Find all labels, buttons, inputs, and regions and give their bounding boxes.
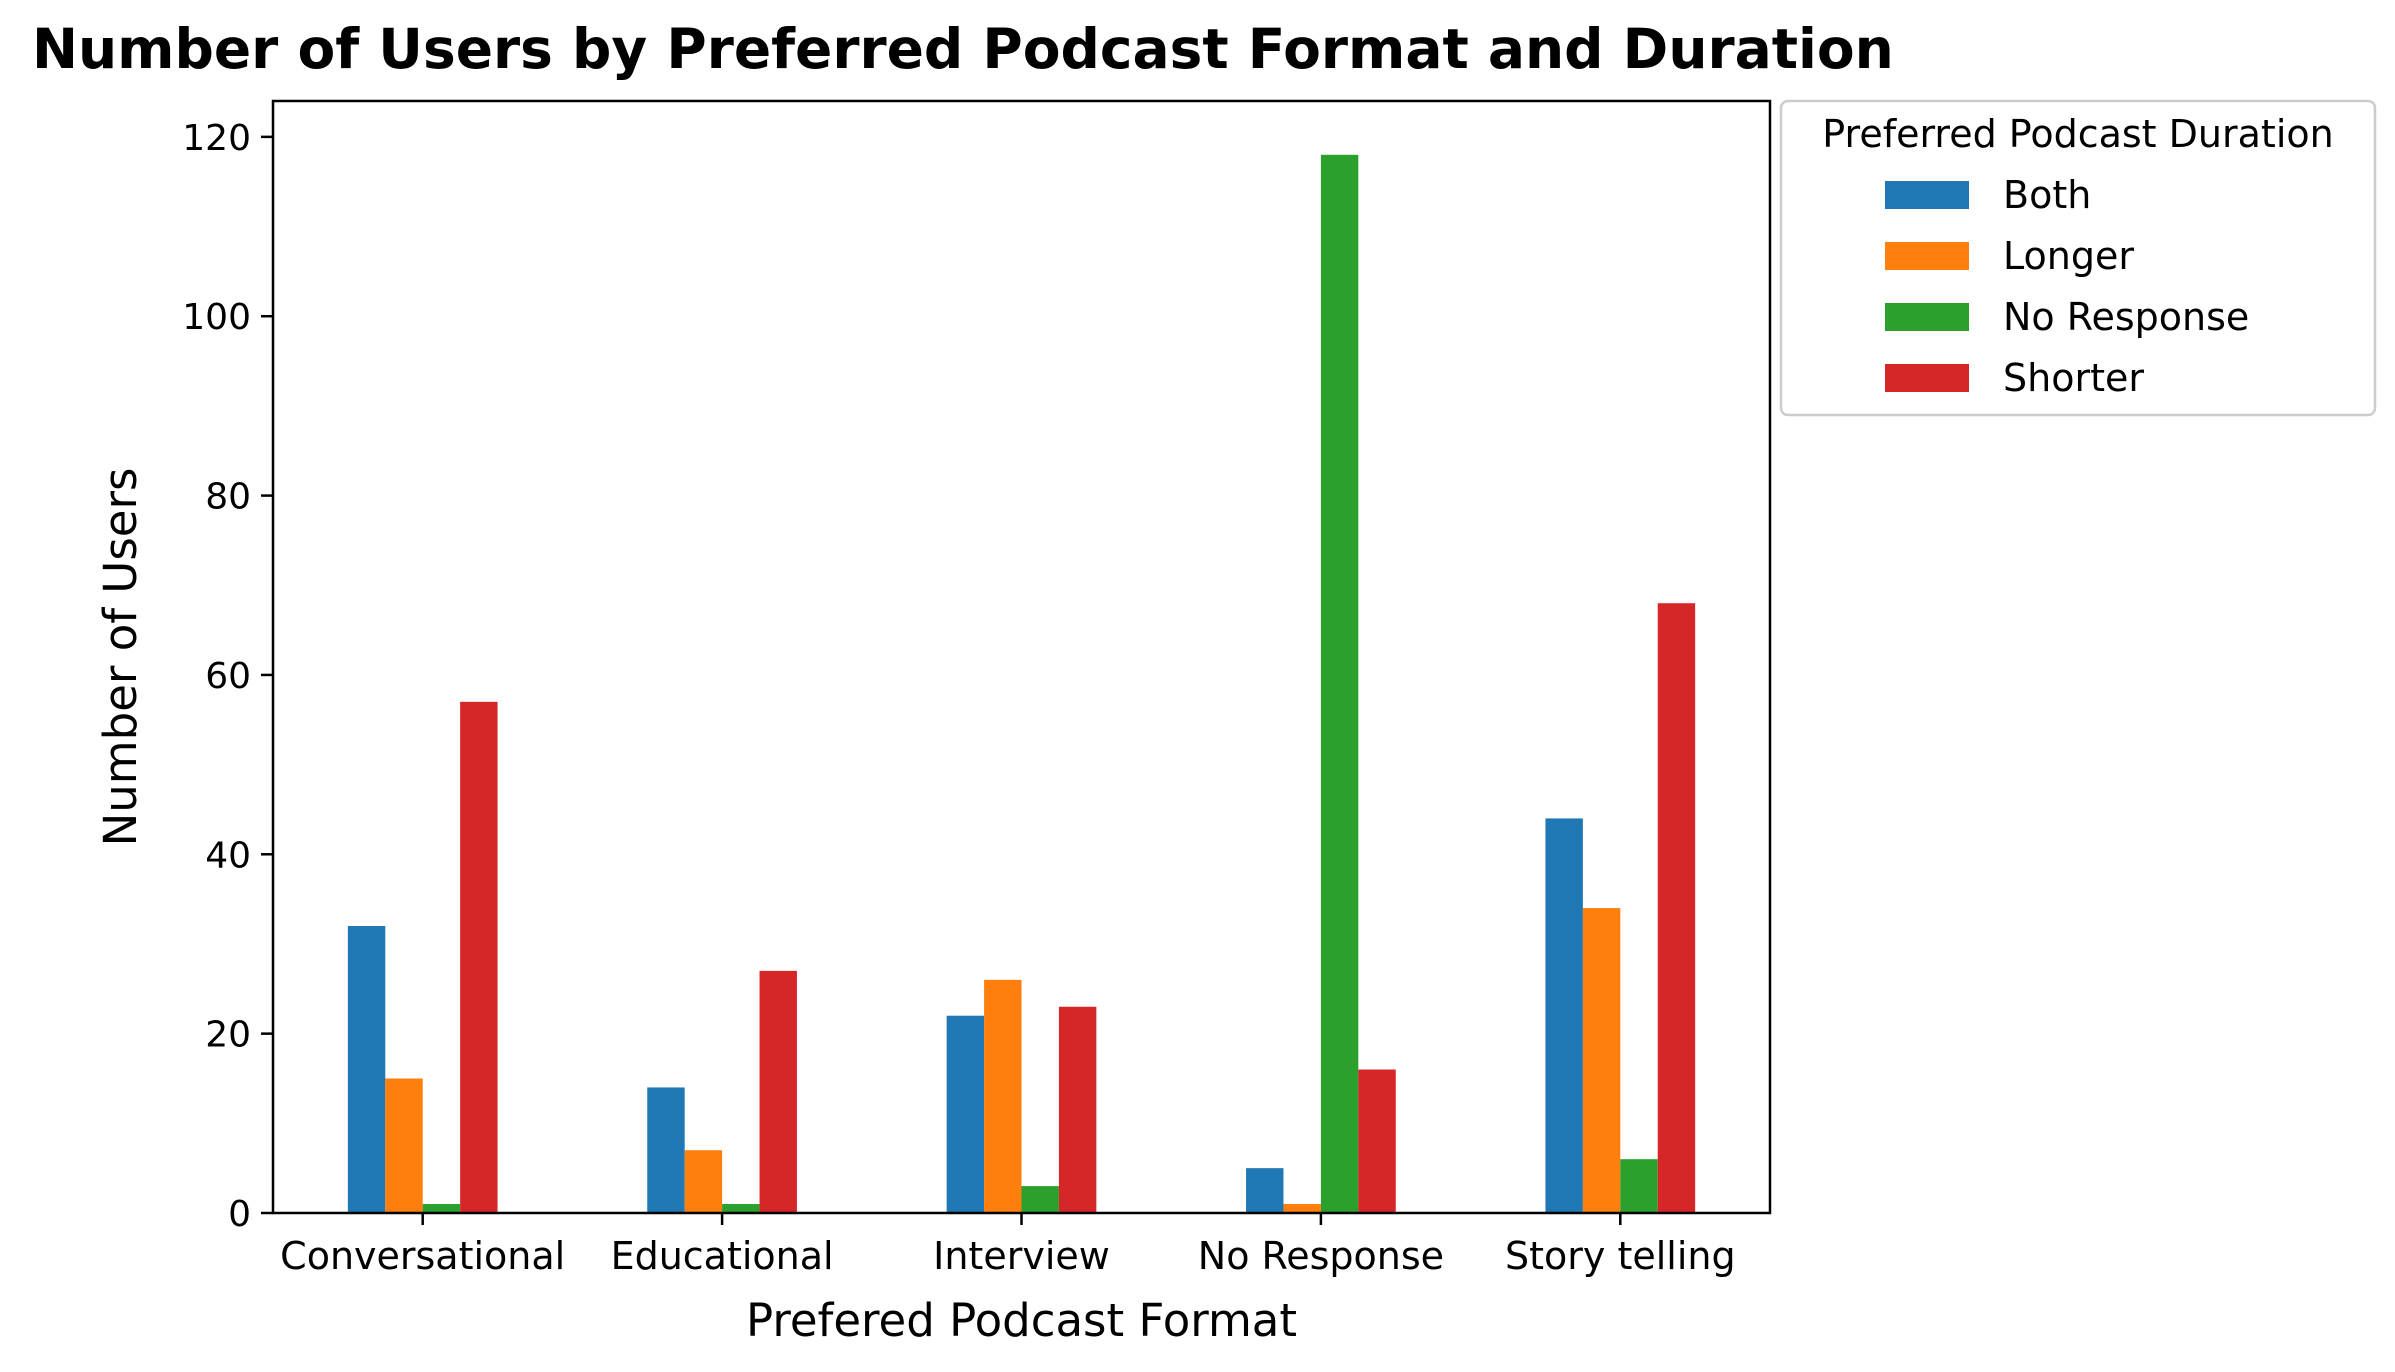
x-axis-ticks: Conversational Educational Interview No Res… xyxy=(280,1213,1736,1278)
legend-box xyxy=(1779,99,2377,417)
bar-longer-interview xyxy=(984,979,1022,1213)
bar-longer-no-response xyxy=(1283,1204,1321,1213)
bar-shorter-conversational xyxy=(460,701,498,1213)
legend-label-longer: Longer xyxy=(2003,234,2134,278)
legend-label-no-response: No Response xyxy=(2003,295,2249,339)
bar-both-story-telling xyxy=(1545,818,1583,1213)
bar-longer-story-telling xyxy=(1582,908,1621,1213)
bar-longer-conversational xyxy=(385,1078,423,1213)
y-tick-label: 80 xyxy=(205,477,251,518)
x-tick-label: Educational xyxy=(611,1234,834,1278)
bar-shorter-story-telling xyxy=(1657,603,1696,1213)
bars-layer xyxy=(347,154,1696,1214)
bar-both-educational xyxy=(647,1087,685,1213)
legend-swatch-shorter xyxy=(1885,364,1969,392)
y-tick-label: 20 xyxy=(205,1015,251,1056)
bar-no-response-no-response xyxy=(1320,154,1359,1214)
bar-both-no-response xyxy=(1246,1168,1284,1213)
bar-shorter-no-response xyxy=(1358,1069,1396,1213)
plot-frame xyxy=(271,99,1772,1215)
y-tick-label: 60 xyxy=(205,656,251,697)
legend: Preferred Podcast Duration Both Longer No … xyxy=(1779,99,2377,417)
y-tick-label: 40 xyxy=(205,835,251,876)
y-tick-label: 100 xyxy=(182,297,251,338)
y-tick-label: 0 xyxy=(228,1194,251,1235)
bar-both-conversational xyxy=(347,926,386,1213)
bar-longer-educational xyxy=(684,1150,723,1213)
legend-entries: Both Longer No Response Shorter xyxy=(1885,173,2249,400)
legend-title: Preferred Podcast Duration xyxy=(1822,112,2333,156)
bar-no-response-conversational xyxy=(422,1204,461,1213)
y-axis-label: Number of Users xyxy=(94,468,147,847)
legend-swatch-longer xyxy=(1885,242,1969,270)
x-tick-label: Story telling xyxy=(1505,1234,1736,1278)
bar-both-interview xyxy=(946,1015,985,1213)
x-axis-label: Prefered Podcast Format xyxy=(746,1294,1297,1347)
bar-shorter-interview xyxy=(1058,1006,1097,1213)
legend-label-shorter: Shorter xyxy=(2003,356,2144,400)
legend-swatch-no-response xyxy=(1885,303,1969,331)
y-axis-ticks: 0 20 40 60 80 100 120 xyxy=(182,118,273,1235)
bar-shorter-educational xyxy=(759,970,797,1213)
chart-title: Number of Users by Preferred Podcast For… xyxy=(32,17,1894,81)
x-tick-label: No Response xyxy=(1198,1234,1444,1278)
legend-label-both: Both xyxy=(2003,173,2091,217)
legend-swatch-both xyxy=(1885,181,1969,209)
bar-no-response-story-telling xyxy=(1620,1159,1658,1213)
x-tick-label: Conversational xyxy=(280,1234,565,1278)
x-tick-label: Interview xyxy=(933,1234,1110,1278)
bar-no-response-educational xyxy=(722,1204,760,1213)
y-tick-label: 120 xyxy=(182,118,251,159)
bar-no-response-interview xyxy=(1021,1186,1059,1213)
